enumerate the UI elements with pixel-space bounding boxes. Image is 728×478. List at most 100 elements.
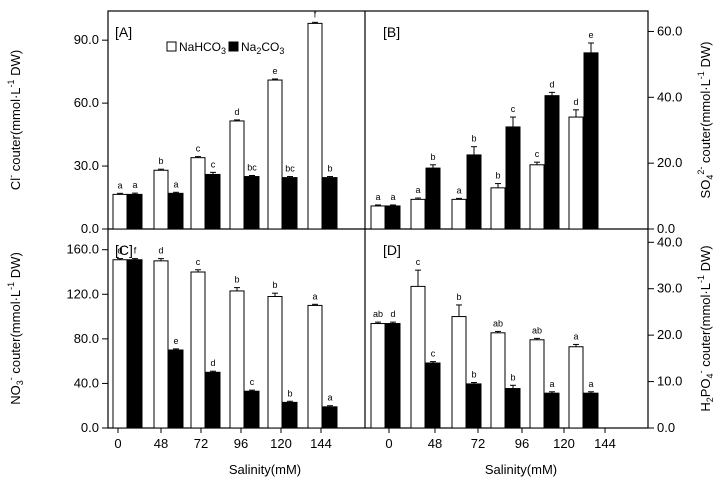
y-tick-label: 60.0 [74, 95, 99, 110]
significance-letter: b [471, 370, 476, 380]
significance-letter: f [314, 9, 317, 19]
y-tick-label: 20.0 [657, 155, 682, 170]
bar-nahco3 [410, 198, 426, 230]
legend-swatch-nahco3 [166, 41, 177, 52]
significance-letter: d [390, 309, 395, 319]
significance-letter: c [196, 144, 201, 154]
significance-letter: b [327, 164, 332, 174]
y-tick-label: 40.0 [657, 234, 682, 249]
significance-letter: c [211, 159, 216, 169]
bar-nahco3 [153, 260, 169, 429]
significance-letter: d [573, 97, 578, 107]
y-tick-label: 20.0 [657, 327, 682, 342]
bar-nahco3 [190, 157, 206, 230]
significance-letter: a [117, 180, 122, 190]
significance-letter: b [510, 372, 515, 382]
significance-letter: d [158, 246, 163, 256]
bar-na2co3 [127, 259, 143, 429]
significance-letter: c [250, 377, 255, 387]
bar-na2co3 [282, 401, 298, 429]
significance-letter: d [117, 246, 122, 256]
bar-na2co3 [127, 193, 143, 230]
y-tick-label: 30.0 [657, 281, 682, 296]
x-tick-label: 48 [154, 436, 168, 451]
x-tick-label: 0 [385, 436, 392, 451]
bar-na2co3 [244, 176, 260, 230]
bar-na2co3 [322, 406, 338, 429]
significance-letter: f [134, 246, 137, 256]
bar-nahco3 [370, 205, 386, 230]
significance-letter: ab [373, 309, 383, 319]
significance-letter: a [173, 179, 178, 189]
legend-label-na2co3: Na2CO3 [241, 40, 284, 56]
significance-letter: a [132, 180, 137, 190]
y-tick-label: 60.0 [657, 23, 682, 38]
panel-label: [C] [115, 242, 133, 258]
significance-letter: d [210, 358, 215, 368]
significance-letter: b [471, 134, 476, 144]
panel-label: [D] [383, 242, 401, 258]
bar-na2co3 [425, 167, 441, 230]
legend: NaHCO3 Na2CO3 [166, 40, 284, 56]
x-tick-label: 72 [194, 436, 208, 451]
significance-letter: bc [247, 163, 257, 173]
panel-b: [B] 0.0 20.0 40.0 60.0 SO42- couter(mmol·L-1 … [370, 23, 715, 236]
bar-na2co3 [205, 371, 221, 429]
panel-c: [C] 0.0 40.0 80.0 120.0 160.0 NO3- couter(mmol… [6, 242, 338, 451]
bar-nahco3 [229, 290, 245, 429]
y-tick-label: 120.0 [66, 286, 99, 301]
y-tick-label: 40.0 [657, 89, 682, 104]
significance-letter: c [511, 104, 516, 114]
bar-nahco3 [410, 285, 426, 429]
y-tick-label: 0.0 [81, 420, 99, 435]
bar-na2co3 [205, 173, 221, 230]
panel-label: [A] [115, 24, 132, 40]
bar-nahco3 [451, 198, 467, 230]
bar-na2co3 [583, 392, 599, 429]
bar-na2co3 [385, 323, 401, 429]
significance-letter: a [549, 379, 554, 389]
significance-letter: c [196, 257, 201, 267]
bar-nahco3 [307, 304, 323, 429]
bar-na2co3 [583, 52, 599, 230]
significance-letter: e [588, 30, 593, 40]
y-tick-label: 40.0 [74, 375, 99, 390]
bar-nahco3 [112, 193, 128, 230]
bar-na2co3 [322, 177, 338, 230]
bar-nahco3 [267, 79, 283, 230]
x-tick-label: 120 [553, 436, 575, 451]
bar-na2co3 [385, 205, 401, 230]
y-tick-label: 10.0 [657, 374, 682, 389]
bar-nahco3 [451, 316, 467, 429]
legend-swatch-na2co3 [228, 41, 239, 52]
bar-nahco3 [370, 323, 386, 429]
bar-na2co3 [244, 390, 260, 429]
significance-letter: ab [493, 318, 503, 328]
y-axis-title: SO42- couter(mmol·L-1 DW) [696, 42, 715, 199]
bar-nahco3 [529, 339, 545, 429]
bar-nahco3 [112, 259, 128, 429]
significance-letter: a [588, 379, 593, 389]
panel-label: [B] [383, 24, 400, 40]
bar-nahco3 [153, 169, 169, 230]
bar-na2co3 [425, 362, 441, 429]
x-tick-label: 96 [515, 436, 529, 451]
significance-letter: bc [285, 164, 295, 174]
bar-nahco3 [490, 332, 506, 429]
significance-letter: b [287, 388, 292, 398]
significance-letter: b [430, 152, 435, 162]
bar-nahco3 [568, 346, 584, 429]
bar-nahco3 [307, 22, 323, 230]
significance-letter: c [431, 349, 436, 359]
y-axis-title: H2PO4- couter(mmol·L-1 DW) [696, 245, 715, 411]
significance-letter: b [158, 156, 163, 166]
significance-letter: e [173, 336, 178, 346]
significance-letter: a [312, 291, 317, 301]
bar-na2co3 [544, 392, 560, 429]
significance-letter: b [234, 275, 239, 285]
bar-na2co3 [466, 383, 482, 429]
significance-letter: d [549, 79, 554, 89]
x-tick-label: 0 [114, 436, 121, 451]
bar-na2co3 [466, 154, 482, 230]
y-tick-label: 0.0 [657, 420, 675, 435]
